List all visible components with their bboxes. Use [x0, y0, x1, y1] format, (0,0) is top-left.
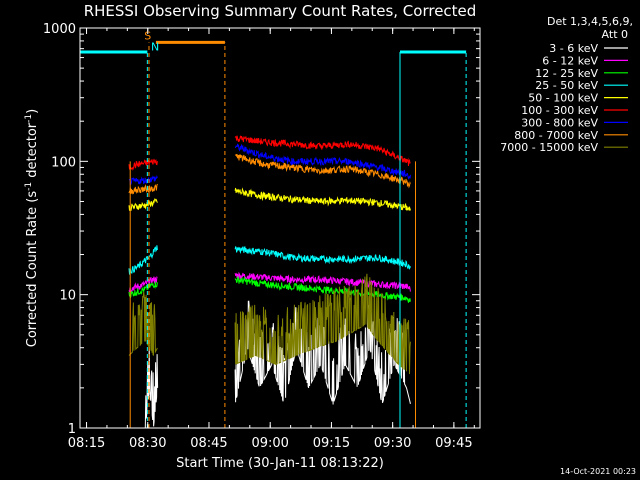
legend-label-50-100-kev: 50 - 100 keV: [528, 92, 598, 105]
x-tick-label-09-45: 09:45: [435, 436, 472, 451]
series-line-300-800-kev-0: [128, 174, 158, 186]
series-100-300-kev: [128, 135, 411, 171]
y-tick-label-1: 1: [68, 422, 76, 437]
series-800-7000-kev: [128, 153, 411, 195]
series-line-7000-15000-kev-1: [234, 273, 411, 375]
y-label-part-3: ): [25, 109, 40, 114]
x-axis-label: Start Time (30-Jan-11 08:13:22): [176, 456, 384, 471]
y-tick-label-1000: 1000: [43, 22, 76, 37]
y-label-exp-1: -1: [24, 182, 34, 191]
series-25-50-kev: [128, 245, 411, 275]
series-line-12-25-kev-0: [128, 281, 158, 298]
legend-label-7000-15000-kev: 7000 - 15000 keV: [500, 141, 598, 154]
x-axis-ticks: 08:15 08:30 08:45 09:00 09:15 09:30 09:45: [68, 28, 475, 451]
series-line-100-300-kev-0: [128, 158, 158, 171]
y-tick-label-100: 100: [51, 155, 76, 170]
series-50-100-kev: [128, 187, 411, 212]
legend-label-300-800-kev: 300 - 800 keV: [521, 116, 598, 129]
y-label-exp-2: -1: [24, 114, 34, 123]
annotation-s: S: [144, 29, 151, 42]
y-label-part-1: Corrected Count Rate (s: [25, 191, 40, 348]
y-tick-label-10: 10: [59, 289, 76, 304]
x-tick-label-08-45: 08:45: [190, 436, 227, 451]
x-tick-label-09-15: 09:15: [313, 436, 350, 451]
series-line-800-7000-kev-0: [128, 183, 158, 195]
series-line-25-50-kev-0: [128, 245, 158, 275]
timestamp: 14-Oct-2021 00:23: [560, 467, 636, 476]
plot-frame: [79, 27, 481, 429]
series-7000-15000-kev: [128, 273, 411, 375]
series-line-3-6-kev-1: [234, 300, 411, 405]
x-tick-label-08-30: 08:30: [129, 436, 166, 451]
series-line-100-300-kev-1: [234, 135, 411, 166]
legend-label-3-6-kev: 3 - 6 keV: [549, 42, 598, 55]
y-label-part-2: detector: [25, 122, 40, 182]
series-line-300-800-kev-1: [234, 143, 411, 180]
x-tick-label-09-30: 09:30: [374, 436, 411, 451]
legend-header-1: Det 1,3,4,5,6,9,: [547, 15, 633, 28]
series-line-50-100-kev-1: [234, 187, 411, 212]
y-axis-label: Corrected Count Rate (s-1 detector-1): [24, 109, 40, 347]
series-line-7000-15000-kev-0: [128, 291, 158, 356]
chart-title: RHESSI Observing Summary Count Rates, Co…: [84, 2, 477, 20]
series-line-6-12-kev-0: [128, 276, 158, 293]
series-line-50-100-kev-0: [128, 198, 158, 211]
y-axis-ticks: 1 10 100 1000: [43, 22, 480, 437]
x-tick-label-09-00: 09:00: [251, 436, 288, 451]
legend-label-100-300-kev: 100 - 300 keV: [521, 104, 598, 117]
legend-label-25-50-kev: 25 - 50 keV: [535, 79, 598, 92]
legend-header-2: Att 0: [602, 28, 628, 41]
x-tick-label-08-15: 08:15: [68, 436, 105, 451]
legend-label-6-12-kev: 6 - 12 keV: [542, 54, 598, 67]
series-line-6-12-kev-1: [234, 271, 411, 292]
series-6-12-kev: [128, 271, 411, 293]
series-300-800-kev: [128, 143, 411, 186]
legend-label-800-7000-kev: 800 - 7000 keV: [514, 129, 598, 142]
traces-layer: [128, 135, 411, 429]
series-line-25-50-kev-1: [234, 246, 411, 270]
annotation-n: N: [151, 40, 159, 53]
series-line-800-7000-kev-1: [234, 153, 411, 189]
legend-label-12-25-kev: 12 - 25 keV: [535, 67, 598, 80]
